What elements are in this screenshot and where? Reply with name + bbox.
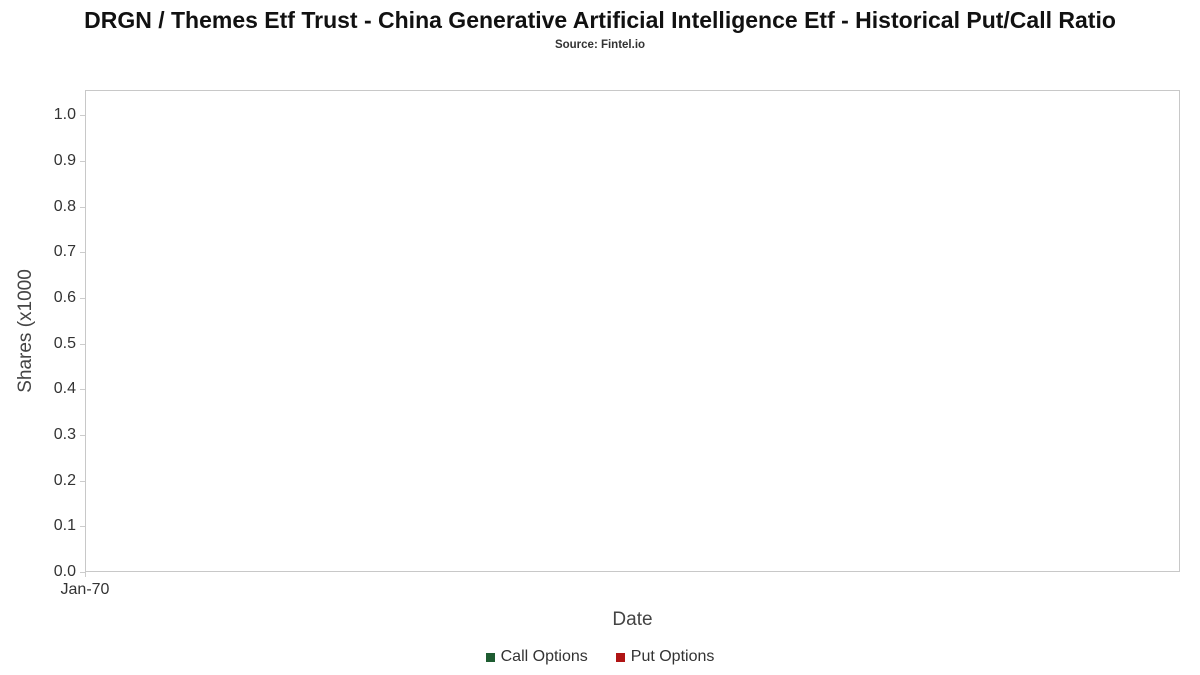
y-tick-mark — [80, 434, 85, 436]
y-tick-mark — [80, 343, 85, 345]
chart-subtitle: Source: Fintel.io — [554, 39, 646, 52]
legend-item-put-options: Put Options — [615, 648, 715, 666]
y-tick-label: 0.1 — [53, 517, 76, 535]
legend-label: Call Options — [500, 648, 588, 665]
y-tick-mark — [80, 297, 85, 299]
y-tick-mark — [80, 389, 85, 391]
y-tick-label: 0.8 — [53, 197, 76, 215]
y-tick-label: 0.4 — [53, 380, 76, 398]
call-options-swatch-icon — [485, 652, 495, 662]
y-tick-mark — [80, 115, 85, 117]
put-options-swatch-icon — [615, 652, 625, 662]
y-tick-label: 0.6 — [53, 288, 76, 306]
chart-title: DRGN / Themes Etf Trust - China Generati… — [84, 7, 1116, 33]
y-tick-label: 0.9 — [53, 151, 76, 169]
y-tick-mark — [80, 480, 85, 482]
y-tick-mark — [80, 252, 85, 254]
plot-area — [85, 90, 1180, 572]
x-axis-label: Date — [612, 609, 653, 630]
chart-header: DRGN / Themes Etf Trust - China Generati… — [0, 3, 1200, 51]
y-tick-mark — [80, 572, 85, 573]
y-tick-mark — [80, 160, 85, 162]
y-tick-label: 0.2 — [53, 471, 76, 489]
y-tick-mark — [80, 526, 85, 528]
y-tick-label: 0.3 — [53, 425, 76, 443]
legend-item-call-options: Call Options — [485, 648, 588, 666]
y-tick-mark — [80, 206, 85, 208]
x-tick-label: Jan-70 — [60, 581, 110, 598]
legend-label: Put Options — [630, 648, 715, 665]
y-tick-label: 0.7 — [53, 243, 76, 261]
x-tick-mark — [85, 572, 86, 577]
legend: Call Options Put Options — [0, 648, 1200, 666]
y-tick-label: 1.0 — [53, 106, 76, 124]
y-tick-label: 0.0 — [53, 563, 76, 580]
y-tick-label: 0.5 — [53, 334, 76, 352]
